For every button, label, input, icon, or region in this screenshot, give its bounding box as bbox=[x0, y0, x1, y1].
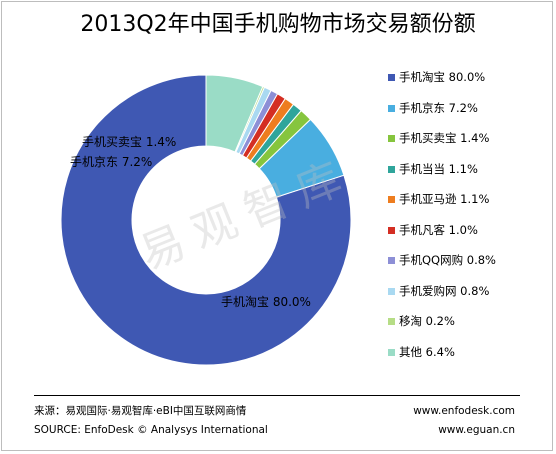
footer-source-cn: 来源：易观国际·易观智库·eBI中国互联网商情 bbox=[34, 405, 247, 417]
legend-label-7: 手机爱购网 0.8% bbox=[399, 283, 490, 298]
slices-group bbox=[60, 74, 352, 366]
legend-swatch-3 bbox=[388, 165, 395, 173]
legend-swatch-9 bbox=[388, 348, 395, 356]
footer-url-enfodesk: www.enfodesk.com bbox=[413, 405, 515, 417]
legend-swatch-6 bbox=[388, 257, 395, 264]
slice-0 bbox=[60, 74, 352, 366]
legend-swatch-0 bbox=[388, 74, 395, 81]
legend-swatch-7 bbox=[388, 287, 395, 295]
legend-item-6: 手机QQ网购 0.8% bbox=[388, 253, 548, 284]
legend-item-5: 手机凡客 1.0% bbox=[388, 223, 548, 254]
footer-url-eguan: www.eguan.cn bbox=[438, 424, 515, 436]
legend-swatch-5 bbox=[388, 226, 395, 234]
legend-label-9: 其他 6.4% bbox=[399, 344, 455, 359]
legend-swatch-4 bbox=[388, 196, 395, 203]
slice-9 bbox=[205, 74, 264, 153]
legend-label-5: 手机凡客 1.0% bbox=[399, 222, 478, 237]
legend-item-2: 手机买卖宝 1.4% bbox=[388, 131, 548, 162]
legend-item-8: 移淘 0.2% bbox=[388, 314, 548, 345]
legend: 手机淘宝 80.0% 手机京东 7.2% 手机买卖宝 1.4% 手机当当 1.1% 手机… bbox=[388, 70, 548, 375]
legend-item-9: 其他 6.4% bbox=[388, 345, 548, 376]
chart-title: 2013Q2年中国手机购物市场交易额份额 bbox=[80, 12, 476, 37]
legend-swatch-8 bbox=[388, 318, 395, 325]
legend-label-6: 手机QQ网购 0.8% bbox=[399, 253, 496, 267]
legend-label-1: 手机京东 7.2% bbox=[399, 100, 478, 115]
legend-label-2: 手机买卖宝 1.4% bbox=[399, 131, 490, 145]
legend-item-0: 手机淘宝 80.0% bbox=[388, 70, 548, 101]
data-label-0: 手机淘宝 80.0% bbox=[221, 295, 311, 309]
footer-source-en: SOURCE: EnfoDesk © Analysys Internationa… bbox=[34, 424, 268, 436]
legend-label-4: 手机亚马逊 1.1% bbox=[399, 192, 490, 206]
legend-swatch-1 bbox=[388, 104, 395, 112]
legend-label-0: 手机淘宝 80.0% bbox=[399, 70, 486, 84]
legend-item-3: 手机当当 1.1% bbox=[388, 162, 548, 193]
legend-item-7: 手机爱购网 0.8% bbox=[388, 284, 548, 315]
data-label-1: 手机京东 7.2% bbox=[70, 155, 152, 169]
data-labels-group: 手机淘宝 80.0% 手机京东 7.2% 手机买卖宝 1.4% bbox=[70, 135, 311, 309]
legend-label-3: 手机当当 1.1% bbox=[399, 161, 478, 176]
legend-swatch-2 bbox=[388, 135, 395, 142]
data-label-2: 手机买卖宝 1.4% bbox=[82, 135, 176, 149]
legend-label-8: 移淘 0.2% bbox=[399, 314, 455, 328]
legend-item-4: 手机亚马逊 1.1% bbox=[388, 192, 548, 223]
legend-item-1: 手机京东 7.2% bbox=[388, 101, 548, 132]
footer-divider bbox=[34, 395, 520, 396]
